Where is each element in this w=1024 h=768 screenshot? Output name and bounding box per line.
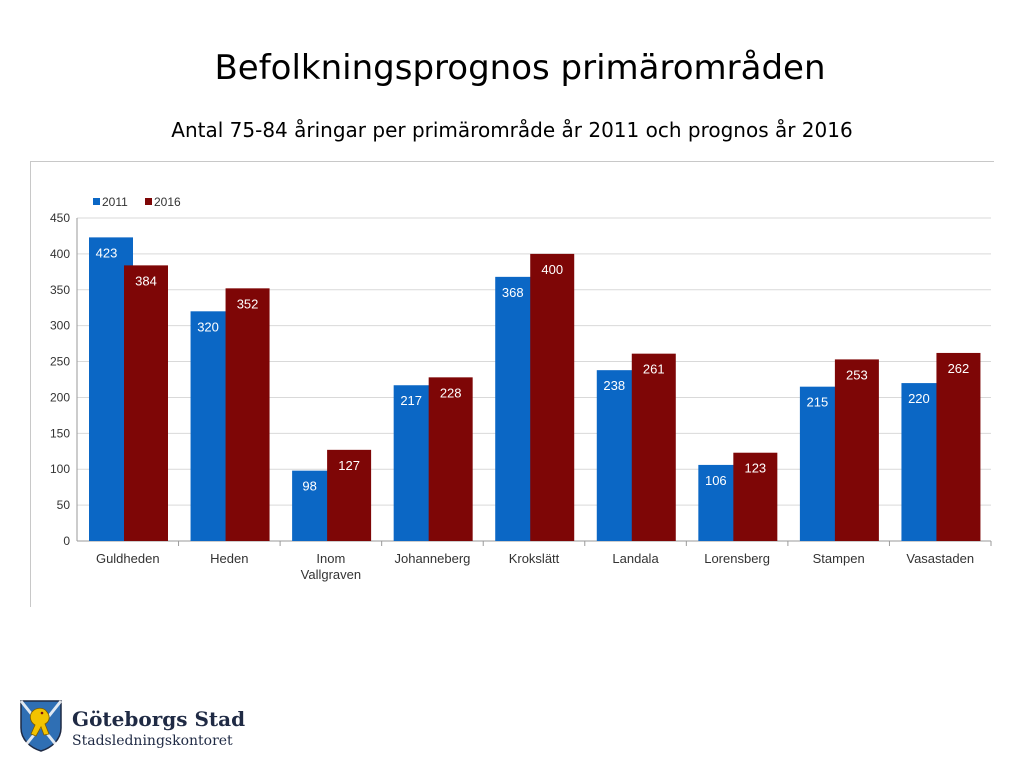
y-tick-label: 250 [50,355,70,369]
data-label: 127 [338,458,360,473]
legend-label: 2011 [102,195,128,209]
x-tick-label: Vallgraven [301,567,361,582]
legend-swatch [145,198,152,205]
x-tick-label: Lorensberg [704,551,770,566]
data-label: 423 [96,245,118,260]
y-tick-label: 100 [50,462,70,476]
data-label: 352 [237,296,259,311]
logo-department: Stadsledningskontoret [72,733,233,749]
slide-subtitle: Antal 75-84 åringar per primärområde år … [171,118,853,142]
y-tick-label: 0 [63,534,70,548]
x-tick-label: Inom [316,551,345,566]
bar-2016 [327,449,372,541]
bar-chart: 0 50 100 150 200 250 300 350 400 450 423 384 Guldhed… [50,195,992,582]
data-label: 215 [807,395,829,410]
y-tick-label: 450 [50,211,70,225]
city-crest-icon [19,700,63,752]
bar-2016 [834,359,879,541]
y-tick-label: 200 [50,390,70,404]
data-label: 228 [440,385,462,400]
x-tick-label: Vasastaden [906,551,974,566]
data-label: 368 [502,285,524,300]
y-tick-label: 50 [57,498,71,512]
x-tick-label: Guldheden [96,551,160,566]
bar-2016 [631,353,676,541]
bar-2016 [225,288,270,541]
data-label: 253 [846,367,868,382]
bar-2016 [124,265,168,541]
x-tick-label: Krokslätt [509,551,560,566]
data-label: 220 [908,391,930,406]
legend-label: 2016 [154,195,181,209]
bar-2016 [530,253,575,541]
x-tick-label: Landala [612,551,659,566]
data-label: 238 [603,378,625,393]
x-tick-label: Stampen [813,551,865,566]
y-tick-label: 350 [50,283,70,297]
data-label: 106 [705,473,727,488]
y-tick-label: 400 [50,247,70,261]
x-tick-label: Johanneberg [394,551,470,566]
data-label: 400 [541,262,563,277]
logo-name: Göteborgs Stad [72,707,246,731]
bar-2016 [936,352,981,541]
x-tick-label: Heden [210,551,248,566]
y-tick-label: 300 [50,319,70,333]
y-tick-label: 150 [50,426,70,440]
data-label: 261 [643,362,665,377]
data-label: 262 [948,361,970,376]
slide-title: Befolkningsprognos primärområden [214,48,826,88]
goteborgs-stad-logo: Göteborgs Stad Stadsledningskontoret [18,698,278,754]
data-label: 98 [302,479,316,494]
data-label: 123 [744,461,766,476]
legend-swatch [93,198,100,205]
bar-2016 [428,377,473,541]
bar-2016 [733,452,778,541]
chart-frame: 0 50 100 150 200 250 300 350 400 450 423 384 Guldhed… [30,161,994,607]
data-label: 384 [135,273,157,288]
data-label: 320 [197,319,219,334]
data-label: 217 [400,393,422,408]
